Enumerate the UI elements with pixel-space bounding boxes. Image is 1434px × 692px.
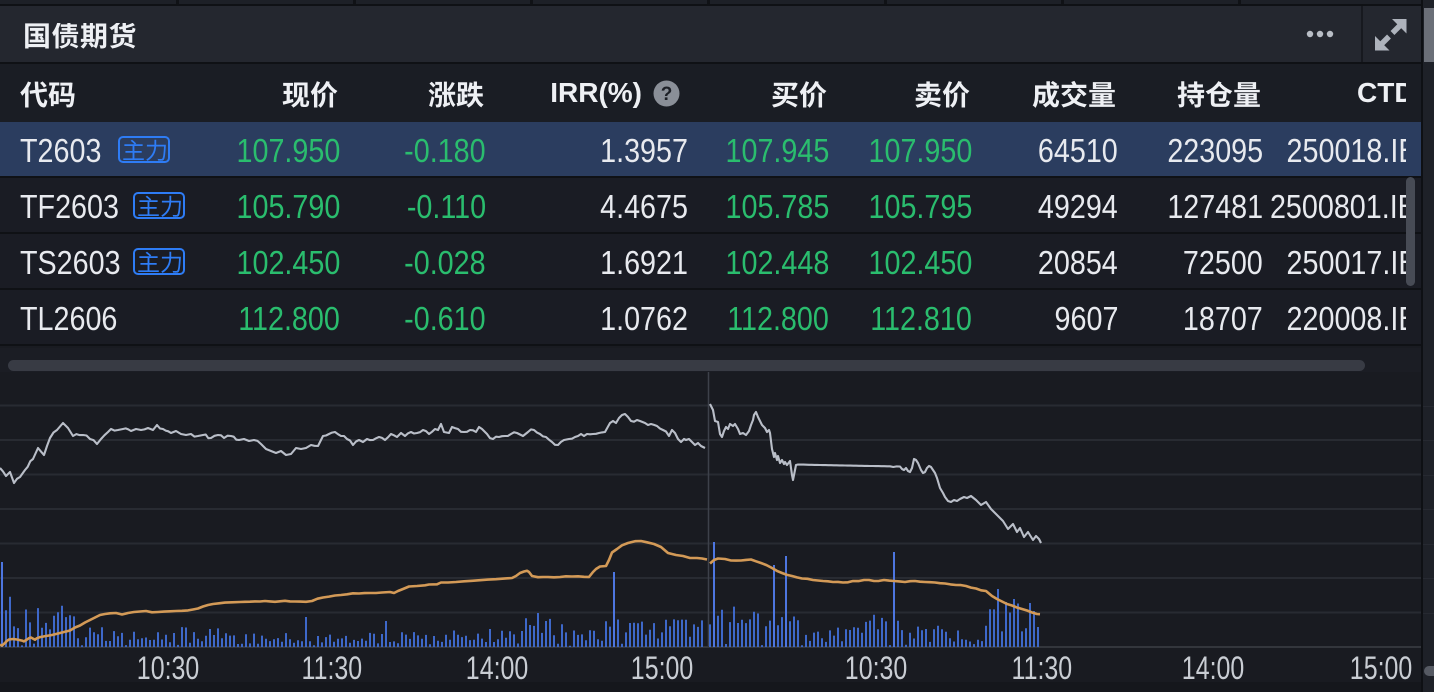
svg-text:?: ? [661,84,673,105]
